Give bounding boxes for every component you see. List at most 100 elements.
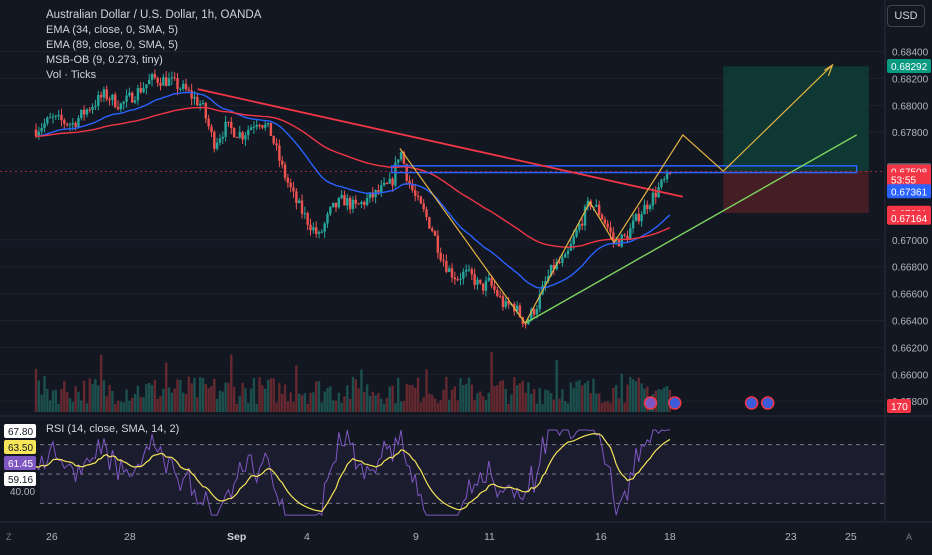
candle-body <box>476 279 479 285</box>
indicator-msb-label[interactable]: MSB-OB (9, 0.273, tiny) <box>46 54 163 66</box>
volume-bar <box>227 383 230 412</box>
candle-body <box>317 232 321 234</box>
candle-body <box>665 172 669 180</box>
candle-body <box>629 228 632 240</box>
volume-bar <box>289 392 292 412</box>
volume-bar <box>555 360 558 412</box>
volume-bar <box>476 393 479 412</box>
candle-body <box>218 138 222 143</box>
volume-bar <box>456 400 459 412</box>
candle-body <box>255 125 258 127</box>
candle-body <box>651 192 655 206</box>
volume-bar <box>37 380 41 412</box>
volume-bar <box>442 389 445 412</box>
volume-bar <box>176 379 179 412</box>
auto-scale-icon[interactable]: A <box>906 532 913 542</box>
volume-bar <box>374 395 377 412</box>
candle-body <box>459 278 462 280</box>
volume-bar <box>414 387 417 412</box>
candle-body <box>77 117 80 127</box>
volume-bar <box>196 397 199 412</box>
time-tick-label: 26 <box>46 531 58 543</box>
volume-bar <box>88 378 91 412</box>
candle-body <box>473 274 476 285</box>
volume-bar <box>634 381 638 412</box>
candle-body <box>204 103 207 119</box>
volume-bar <box>114 403 117 412</box>
volume-bar <box>156 398 159 412</box>
candle-body <box>258 125 261 127</box>
rsi-indicator-label[interactable]: RSI (14, close, SMA, 14, 2) <box>46 423 180 435</box>
symbol-title[interactable]: Australian Dollar / U.S. Dollar, 1h, OAN… <box>46 9 262 21</box>
candle-body <box>269 122 273 136</box>
candle-body <box>532 309 536 315</box>
volume-bar <box>626 384 629 412</box>
candle-body <box>600 214 604 220</box>
indicator-ema89-label[interactable]: EMA (89, close, 0, SMA, 5) <box>46 39 179 51</box>
volume-bar <box>210 385 213 412</box>
volume-bar <box>586 380 590 412</box>
volume-bar <box>43 376 46 412</box>
candle-body <box>397 159 400 163</box>
volume-bar <box>331 400 335 412</box>
volume-bar <box>34 368 38 412</box>
candle-body <box>181 83 185 89</box>
volume-bar <box>65 391 69 412</box>
candle-body <box>116 107 120 110</box>
candle-body <box>456 279 459 281</box>
time-tick-label: 23 <box>785 531 797 543</box>
candle-body <box>416 195 420 197</box>
volume-badge-text: 170 <box>891 402 908 413</box>
candle-body <box>63 120 66 124</box>
price-tick-label: 0.66400 <box>892 317 929 328</box>
candle-body <box>173 77 176 79</box>
volume-bar <box>535 403 539 412</box>
candle-body <box>97 95 100 106</box>
volume-bar <box>255 403 258 412</box>
currency-button[interactable]: USD <box>887 5 925 27</box>
volume-bar <box>484 399 488 412</box>
candle-body <box>323 223 326 232</box>
economic-event-icon <box>744 396 759 410</box>
candle-body <box>128 92 131 96</box>
volume-bar <box>663 387 666 412</box>
volume-bar <box>278 382 281 412</box>
volume-bar <box>230 354 233 412</box>
ascending-trendline <box>524 134 858 324</box>
legend: Australian Dollar / U.S. Dollar, 1h, OAN… <box>46 8 261 83</box>
volume-bar <box>439 399 442 412</box>
volume-bar <box>617 398 621 412</box>
candle-body <box>351 199 355 210</box>
indicator-volume-label[interactable]: Vol · Ticks <box>46 69 97 81</box>
indicator-ema34-label[interactable]: EMA (34, close, 0, SMA, 5) <box>46 24 179 36</box>
candle-body <box>272 135 275 144</box>
candle-body <box>462 271 465 279</box>
candle-body <box>40 128 43 132</box>
price-tick-label: 0.67000 <box>892 236 929 247</box>
volume-bar <box>153 379 157 412</box>
volume-bar <box>490 351 493 412</box>
volume-bar <box>224 382 227 412</box>
volume-bar <box>498 381 502 412</box>
volume-bar <box>354 379 357 412</box>
volume-bar <box>501 380 505 412</box>
volume-bar <box>351 376 355 412</box>
timezone-icon[interactable]: Z <box>6 532 12 542</box>
volume-bar <box>363 392 366 412</box>
price-badge-text: 0.67164 <box>891 214 928 225</box>
candle-body <box>464 269 468 272</box>
candle-body <box>170 77 174 79</box>
candle-body <box>34 129 38 137</box>
volume-bar <box>314 381 318 412</box>
volume-bar <box>145 383 148 412</box>
volume-bar <box>631 379 635 412</box>
volume-bar <box>125 389 128 412</box>
candle-body <box>385 182 389 184</box>
volume-bar <box>80 400 83 412</box>
candle-body <box>148 79 151 85</box>
volume-bar <box>544 389 547 412</box>
volume-bar <box>238 395 241 412</box>
volume-bar <box>105 396 108 412</box>
